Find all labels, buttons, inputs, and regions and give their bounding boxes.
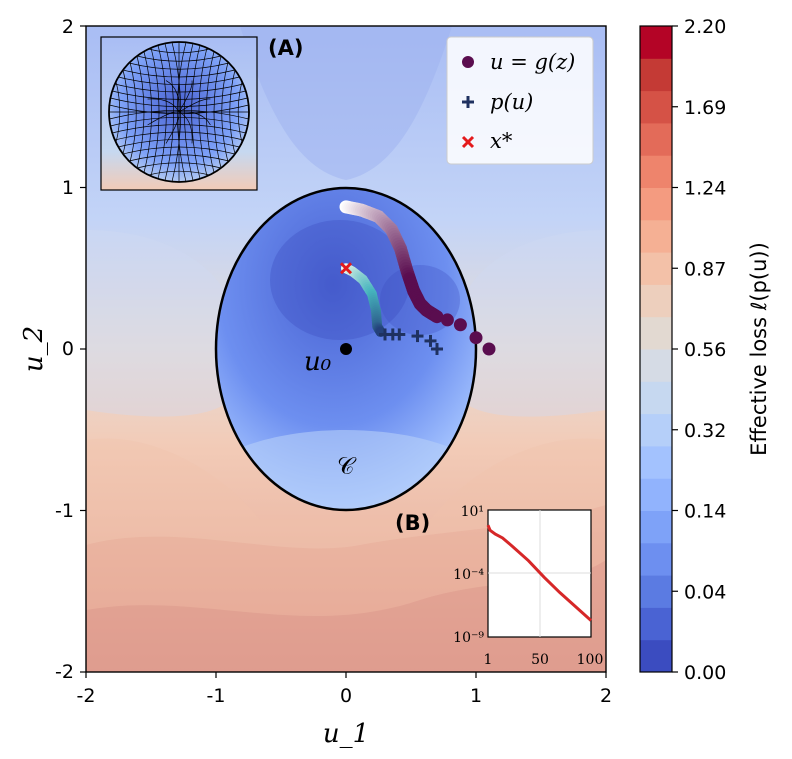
x-tick-label: 2 — [600, 685, 612, 707]
legend-plus-icon — [462, 96, 474, 108]
inset-a-label: (A) — [268, 36, 303, 60]
legend-item-g: u = g(z) — [490, 50, 575, 74]
inset-b-label: (B) — [395, 511, 430, 535]
colorbar-tick-label: 1.24 — [684, 178, 726, 200]
y-axis-label: u_2 — [19, 326, 49, 372]
region-label: 𝒞 — [337, 452, 357, 480]
inset-b-xtick: 1 — [484, 652, 493, 668]
colorbar-band — [640, 26, 672, 59]
colorbar-band — [640, 542, 672, 576]
y-tick-label: 1 — [62, 177, 74, 199]
y-tick-label: 0 — [62, 338, 74, 360]
inset-b-curve — [486, 524, 593, 622]
colorbar-band — [640, 187, 672, 221]
colorbar — [640, 26, 672, 673]
colorbar-tick-label: 0.14 — [684, 501, 726, 523]
colorbar-band — [640, 478, 672, 511]
trajectory-g-point — [440, 313, 454, 327]
colorbar-band — [640, 284, 672, 318]
sphere-grid — [109, 42, 249, 182]
colorbar-band — [640, 316, 672, 350]
trajectory-g-point — [453, 318, 467, 332]
p-marker — [411, 330, 424, 343]
legend-x-icon — [461, 135, 475, 149]
p-marker — [431, 343, 443, 355]
trajectory-g-point — [430, 310, 444, 324]
u0-label: u₀ — [304, 347, 332, 377]
colorbar-band — [640, 122, 672, 156]
colorbar-tick-label: 0.56 — [684, 339, 726, 361]
x-tick-label: 0 — [340, 685, 352, 707]
x-axis-label: u_1 — [323, 719, 369, 749]
colorbar-band — [640, 155, 672, 188]
colorbar-band — [640, 349, 672, 382]
colorbar-tick-label: 0.04 — [684, 581, 726, 603]
y-tick-label: 2 — [62, 16, 74, 38]
x-tick-label: -1 — [207, 685, 226, 707]
colorbar-band — [640, 252, 672, 285]
colorbar-band — [640, 413, 672, 447]
y-tick-label: -1 — [55, 500, 74, 522]
inset-b: (B) 10¹ 10⁻⁴ 10⁻⁹ 1 50 100 — [395, 504, 603, 668]
colorbar-band — [640, 607, 672, 641]
p-markers — [379, 328, 443, 355]
axis-ticks — [80, 25, 607, 678]
colorbar-band — [640, 510, 672, 544]
x-tick-label: -2 — [77, 685, 96, 707]
p-marker — [393, 328, 406, 341]
inset-b-ytick: 10¹ — [461, 504, 484, 520]
colorbar-ticks: 0.00 0.04 0.14 0.32 0.56 0.87 1.24 1.69 2.20 — [672, 16, 726, 684]
colorbar-band — [640, 90, 672, 124]
trajectory-g-point — [482, 342, 496, 356]
trajectory-g — [339, 200, 496, 356]
inset-b-xtick: 100 — [577, 652, 604, 668]
x-tick-label: 1 — [470, 685, 482, 707]
colorbar-tick-label: 0.87 — [684, 258, 726, 280]
legend-item-p: p(u) — [490, 90, 533, 114]
inset-b-ytick: 10⁻⁴ — [453, 567, 484, 583]
colorbar-tick-label: 0.32 — [684, 420, 726, 442]
inset-b-ytick: 10⁻⁹ — [453, 630, 484, 646]
colorbar-band — [640, 445, 672, 479]
u0-point — [340, 343, 352, 355]
colorbar-tick-label: 2.20 — [684, 16, 726, 38]
inset-a: (A) — [100, 36, 303, 191]
colorbar-band — [640, 639, 672, 673]
colorbar-band — [640, 575, 672, 608]
x-star-marker — [339, 262, 353, 275]
legend-circle-icon — [462, 56, 474, 68]
trajectory-g-point — [469, 331, 483, 345]
p-marker — [424, 334, 437, 347]
colorbar-band — [640, 58, 672, 92]
colorbar-band — [640, 219, 672, 253]
colorbar-tick-label: 1.69 — [684, 97, 726, 119]
legend-item-xstar: x* — [490, 129, 513, 153]
inset-b-xtick: 50 — [531, 652, 549, 668]
region-boundary — [214, 186, 478, 512]
colorbar-band — [640, 381, 672, 415]
y-tick-label: -2 — [55, 661, 74, 683]
colorbar-label: Effective loss ℓ(p(u)) — [747, 242, 771, 456]
colorbar-tick-label: 0.00 — [684, 662, 726, 684]
legend: u = g(z) p(u) x* — [446, 36, 594, 165]
